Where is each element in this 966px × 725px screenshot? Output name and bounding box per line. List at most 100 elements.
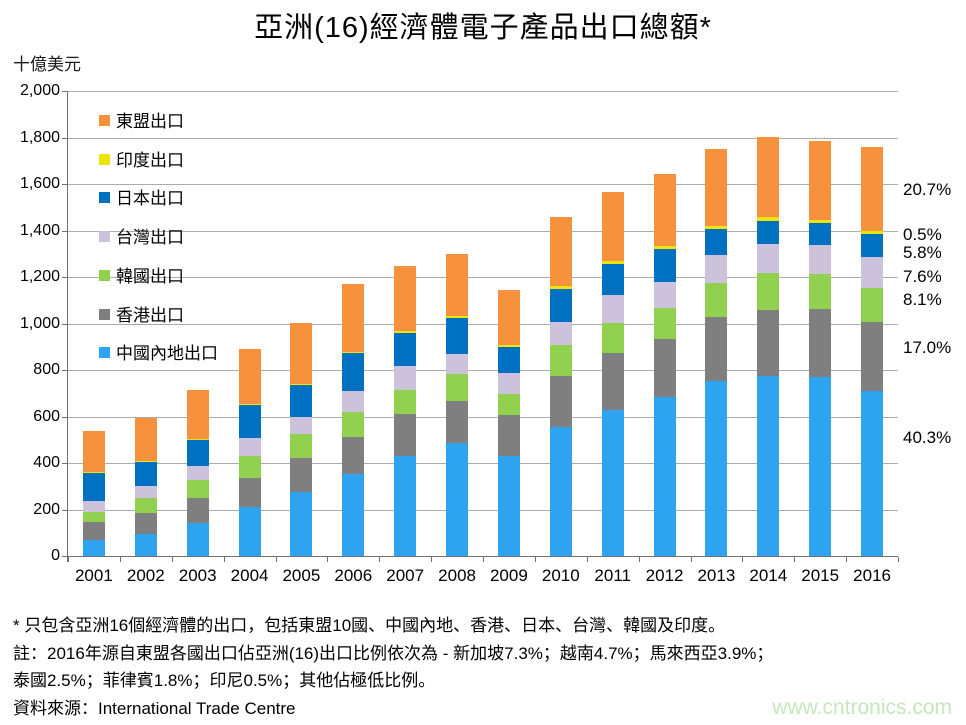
- bar-2010-asean: [549, 216, 572, 287]
- bar-2003-south-korea: [186, 479, 209, 499]
- x-axis-tick-12: [690, 557, 692, 562]
- y-axis-unit-label: 十億美元: [13, 55, 81, 74]
- bar-2011-taiwan: [601, 294, 624, 323]
- bar-2001-asean: [82, 430, 105, 472]
- gridline-200: [68, 509, 898, 511]
- bar-2014-china-mainland: [757, 376, 780, 556]
- y-axis-label-1200: 1,200: [19, 268, 60, 285]
- y-axis-tick-1600: [62, 184, 67, 185]
- bar-2007-india: [394, 331, 417, 334]
- pct-annotation-3: 7.6%: [903, 267, 942, 286]
- bar-2013-china-mainland: [705, 380, 728, 556]
- bar-2015-hong-kong: [809, 309, 832, 377]
- legend-label-south-korea: 韓國出口: [116, 266, 184, 286]
- x-axis-label-2008: 2008: [438, 566, 476, 585]
- legend-swatch-taiwan: [99, 231, 110, 243]
- pct-annotation-5: 17.0%: [903, 338, 952, 357]
- bar-2004-japan: [238, 405, 261, 439]
- bar-2005-south-korea: [290, 433, 313, 459]
- bar-2013-asean: [705, 149, 728, 226]
- x-axis-label-2001: 2001: [74, 566, 113, 585]
- bar-2008-japan: [446, 318, 469, 355]
- x-axis-tick-3: [223, 557, 225, 562]
- y-axis-label-400: 400: [33, 454, 60, 471]
- y-axis-label-1000: 1,000: [19, 314, 60, 332]
- x-axis-label-2012: 2012: [645, 566, 684, 585]
- x-axis-label-2004: 2004: [230, 566, 269, 585]
- gridline-1600: [68, 184, 898, 185]
- bar-2010-hong-kong: [549, 376, 572, 427]
- legend-label-japan: 日本出口: [116, 189, 184, 209]
- bar-2001-japan: [82, 472, 105, 501]
- y-axis-tick-200: [62, 509, 67, 511]
- pct-annotation-2: 5.8%: [903, 243, 942, 262]
- watermark: www.cntronics.com: [772, 696, 952, 719]
- gridline-400: [68, 463, 898, 464]
- bar-2015-south-korea: [809, 273, 832, 310]
- x-axis-label-2002: 2002: [126, 566, 165, 585]
- y-axis-line: [67, 91, 68, 562]
- x-axis-line: [67, 556, 898, 557]
- bar-2001-china-mainland: [82, 539, 105, 556]
- x-axis-label-2016: 2016: [853, 566, 891, 585]
- legend-swatch-asean: [99, 115, 110, 126]
- bar-2001-south-korea: [82, 511, 105, 523]
- bar-2006-japan: [342, 353, 365, 392]
- x-axis-label-2011: 2011: [594, 566, 631, 585]
- x-axis-label-2013: 2013: [697, 566, 736, 585]
- x-axis-tick-10: [586, 557, 588, 562]
- y-axis-tick-1800: [62, 137, 67, 139]
- legend-swatch-india: [99, 153, 110, 165]
- gridline-2000: [68, 91, 898, 92]
- gridline-600: [68, 416, 898, 418]
- bar-2002-india: [134, 461, 157, 463]
- x-axis-tick-4: [275, 557, 277, 562]
- bar-2001-taiwan: [82, 500, 105, 512]
- bar-2008-china-mainland: [446, 442, 469, 556]
- bar-2006-hong-kong: [342, 436, 365, 474]
- bar-2009-south-korea: [497, 394, 520, 416]
- bar-2009-japan: [497, 346, 520, 373]
- y-axis-tick-0: [62, 556, 67, 557]
- x-axis-tick-16: [898, 557, 899, 562]
- bar-2010-japan: [549, 288, 572, 322]
- x-axis-tick-8: [483, 557, 484, 562]
- y-axis-label-2000: 2,000: [19, 82, 60, 99]
- footnote-asterisk: * 只包含亞洲16個經濟體的出口，包括東盟10國、中國內地、香港、日本、台灣、韓…: [13, 616, 726, 635]
- bar-2002-taiwan: [134, 486, 157, 498]
- bar-2008-taiwan: [446, 354, 469, 375]
- x-axis-label-2005: 2005: [282, 566, 321, 585]
- bar-2009-asean: [497, 289, 520, 345]
- y-axis-label-600: 600: [33, 407, 60, 425]
- bar-2002-japan: [134, 462, 157, 486]
- bar-2012-india: [653, 246, 676, 250]
- legend-item-south-korea: 韓國出口: [99, 267, 259, 287]
- bar-2011-south-korea: [601, 322, 624, 354]
- legend-item-india: 印度出口: [99, 151, 259, 171]
- bar-2005-india: [290, 383, 313, 385]
- x-axis-label-2003: 2003: [178, 566, 217, 585]
- bar-2006-taiwan: [342, 391, 365, 412]
- legend-swatch-japan: [99, 192, 110, 204]
- bar-2003-china-mainland: [186, 522, 209, 556]
- legend-item-asean: 東盟出口: [99, 112, 259, 132]
- bar-2006-south-korea: [342, 411, 365, 437]
- bar-2015-japan: [809, 222, 832, 246]
- bar-2005-taiwan: [290, 417, 313, 434]
- x-axis-tick-9: [534, 557, 536, 562]
- gridline-800: [68, 370, 898, 371]
- bar-2011-india: [601, 261, 624, 264]
- bar-2016-hong-kong: [861, 321, 884, 392]
- y-axis-label-1600: 1,600: [19, 175, 60, 192]
- bar-2005-china-mainland: [290, 492, 313, 556]
- y-axis-tick-1000: [62, 323, 67, 325]
- bar-2001-hong-kong: [82, 522, 105, 540]
- bar-2001-india: [82, 471, 105, 473]
- bar-2007-japan: [394, 333, 417, 367]
- bar-2012-japan: [653, 249, 676, 282]
- y-axis-tick-1200: [62, 277, 67, 278]
- x-axis-label-2007: 2007: [386, 566, 425, 585]
- y-axis-tick-1400: [62, 230, 67, 232]
- y-axis-label-1400: 1,400: [19, 221, 60, 239]
